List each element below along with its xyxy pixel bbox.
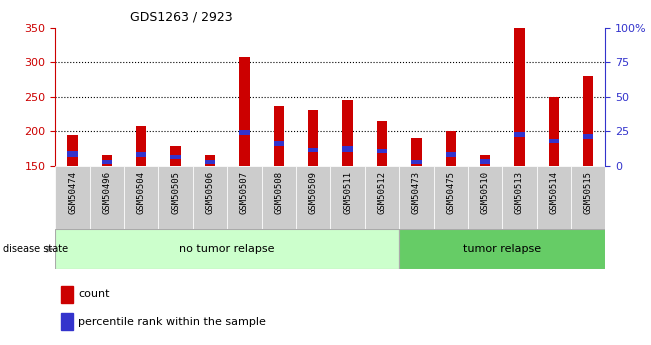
Bar: [377, 121, 387, 166]
Bar: [445, 131, 456, 166]
Bar: [399, 229, 605, 269]
Text: tumor relapse: tumor relapse: [464, 244, 542, 254]
Bar: [239, 57, 249, 166]
Bar: [468, 166, 503, 229]
Bar: [205, 155, 215, 166]
Bar: [239, 130, 249, 135]
Bar: [308, 110, 318, 166]
Bar: [571, 166, 605, 229]
Bar: [193, 166, 227, 229]
Bar: [399, 166, 434, 229]
Bar: [102, 160, 112, 164]
Bar: [90, 166, 124, 229]
Text: GDS1263 / 2923: GDS1263 / 2923: [130, 10, 233, 23]
Text: GSM50504: GSM50504: [137, 171, 146, 214]
Bar: [342, 146, 353, 152]
Bar: [583, 76, 594, 166]
Bar: [55, 229, 399, 269]
Bar: [514, 132, 525, 137]
Text: GSM50509: GSM50509: [309, 171, 318, 214]
Text: GSM50510: GSM50510: [480, 171, 490, 214]
Text: GSM50511: GSM50511: [343, 171, 352, 214]
Bar: [549, 139, 559, 143]
Bar: [583, 134, 594, 139]
Bar: [136, 126, 146, 166]
Bar: [227, 166, 262, 229]
Bar: [61, 286, 73, 303]
Bar: [536, 166, 571, 229]
Text: GSM50507: GSM50507: [240, 171, 249, 214]
Bar: [67, 151, 77, 157]
Bar: [549, 97, 559, 166]
Bar: [342, 100, 353, 166]
Text: GSM50513: GSM50513: [515, 171, 524, 214]
Text: GSM50515: GSM50515: [584, 171, 593, 214]
Text: GSM50514: GSM50514: [549, 171, 559, 214]
Bar: [296, 166, 330, 229]
Text: GSM50473: GSM50473: [412, 171, 421, 214]
Bar: [365, 166, 399, 229]
Bar: [136, 152, 146, 157]
Bar: [445, 152, 456, 157]
Bar: [480, 155, 490, 166]
Bar: [102, 155, 112, 166]
Text: percentile rank within the sample: percentile rank within the sample: [78, 317, 266, 327]
Text: GSM50496: GSM50496: [102, 171, 111, 214]
Bar: [377, 149, 387, 153]
Bar: [67, 135, 77, 166]
Text: GSM50512: GSM50512: [378, 171, 387, 214]
Bar: [308, 148, 318, 152]
Bar: [158, 166, 193, 229]
Bar: [273, 141, 284, 146]
Bar: [434, 166, 468, 229]
Bar: [411, 160, 422, 164]
Bar: [480, 159, 490, 164]
Bar: [171, 155, 181, 159]
Bar: [171, 146, 181, 166]
Bar: [411, 138, 422, 166]
Text: GSM50474: GSM50474: [68, 171, 77, 214]
Text: GSM50506: GSM50506: [206, 171, 215, 214]
Text: GSM50508: GSM50508: [274, 171, 283, 214]
Text: count: count: [78, 289, 110, 299]
Bar: [55, 166, 90, 229]
Bar: [503, 166, 536, 229]
Text: no tumor relapse: no tumor relapse: [180, 244, 275, 254]
Bar: [205, 160, 215, 164]
Bar: [262, 166, 296, 229]
Text: GSM50505: GSM50505: [171, 171, 180, 214]
Bar: [514, 28, 525, 166]
Text: disease state: disease state: [3, 244, 68, 254]
Text: GSM50475: GSM50475: [446, 171, 455, 214]
Bar: [273, 106, 284, 166]
Bar: [330, 166, 365, 229]
Bar: [61, 313, 73, 331]
Bar: [124, 166, 158, 229]
